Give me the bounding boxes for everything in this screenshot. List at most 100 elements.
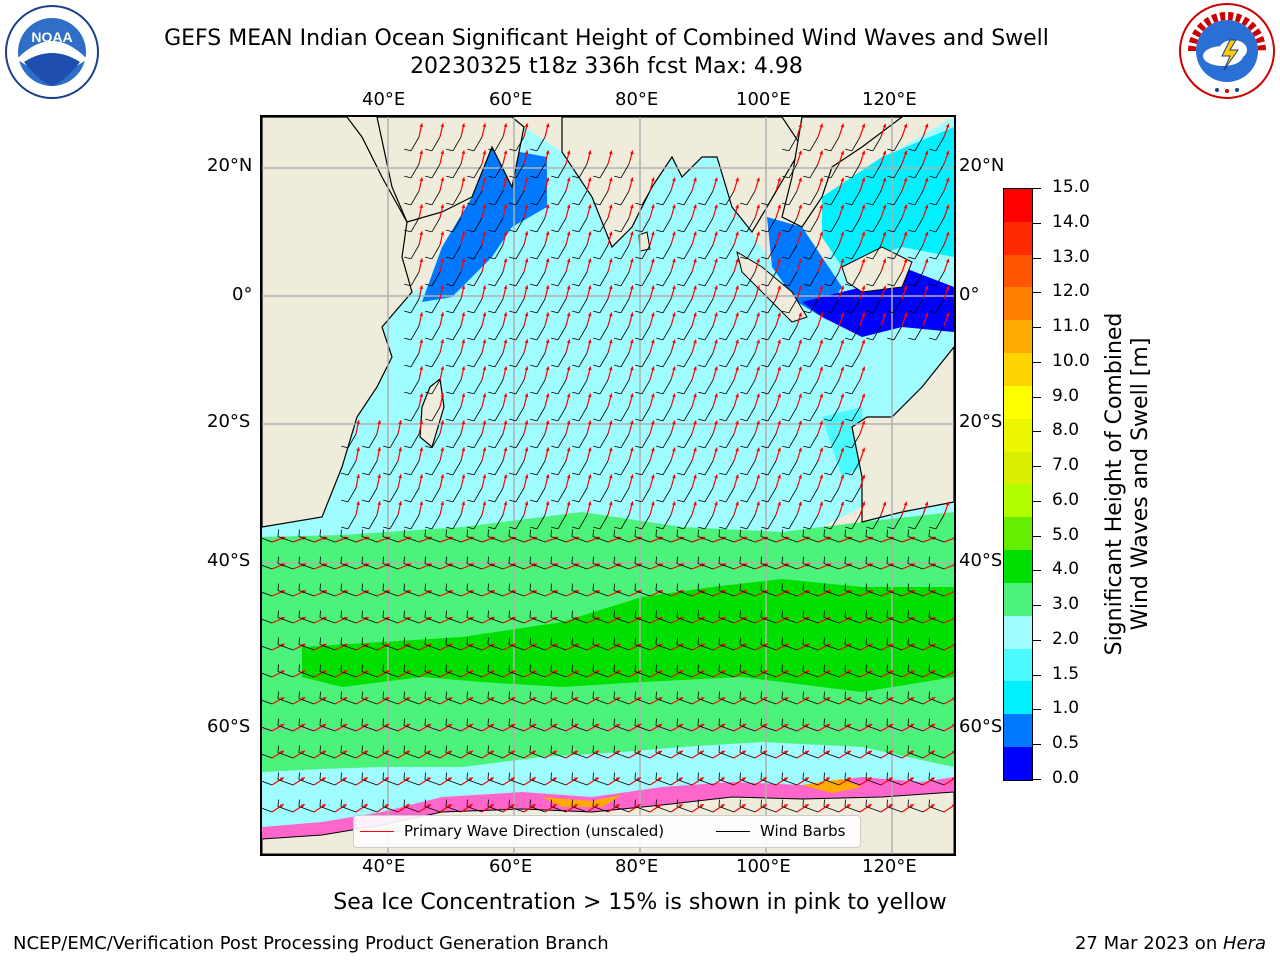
wind-barb-feather xyxy=(467,445,475,449)
wind-barb-feather xyxy=(866,526,874,530)
wind-barb xyxy=(788,406,798,422)
wind-barb-feather xyxy=(844,745,846,753)
vector-glyph xyxy=(697,718,726,732)
vector-glyph xyxy=(466,772,495,786)
vector-glyph xyxy=(782,339,803,368)
vector-glyph xyxy=(677,258,697,287)
wave-arrowhead xyxy=(419,258,424,263)
wind-barb xyxy=(788,298,798,314)
wind-barb-feather xyxy=(865,718,867,726)
wind-barb xyxy=(431,244,441,260)
wind-barb-feather xyxy=(718,772,720,780)
wave-arrowhead xyxy=(573,777,578,781)
vector-glyph xyxy=(467,231,487,260)
colorbar-segment xyxy=(1004,714,1032,748)
wind-barb xyxy=(319,671,336,678)
wind-barb-feather xyxy=(698,418,706,422)
wind-barb xyxy=(529,698,546,705)
colorbar-segment xyxy=(1004,254,1032,288)
wind-barb-feather xyxy=(445,772,447,780)
wave-arrowhead xyxy=(440,474,445,479)
wind-barb-feather xyxy=(634,664,636,672)
wind-barb xyxy=(382,779,399,786)
wind-barb-feather xyxy=(467,229,475,233)
wave-arrowhead xyxy=(714,204,718,209)
wind-barb-feather xyxy=(319,691,321,699)
wave-arrowhead xyxy=(735,231,739,236)
wind-barb-feather xyxy=(403,745,405,753)
vector-glyph xyxy=(262,643,285,651)
wind-barb-feather xyxy=(340,664,342,672)
wave-arrowhead xyxy=(427,724,432,728)
wind-barb-feather xyxy=(613,745,615,753)
wind-barb xyxy=(907,779,924,786)
wave-arrowhead xyxy=(951,804,954,808)
wind-barb xyxy=(872,514,882,530)
vector-glyph xyxy=(467,285,487,314)
wind-barb-feather xyxy=(382,610,384,618)
vector-glyph xyxy=(509,447,529,476)
wind-barb xyxy=(872,244,882,260)
vector-glyph xyxy=(844,691,873,705)
wave-arrowhead xyxy=(756,420,760,425)
wind-barb xyxy=(851,352,861,368)
wind-barb-feather xyxy=(824,202,832,206)
wind-barb xyxy=(620,244,630,260)
colorbar-title-line1: Significant Height of Combined xyxy=(1102,312,1127,656)
wind-barb xyxy=(914,217,924,233)
wind-barb xyxy=(844,806,861,813)
vector-glyph xyxy=(719,285,739,314)
legend-wave-label: Primary Wave Direction (unscaled) xyxy=(404,822,665,840)
vector-glyph xyxy=(277,718,306,732)
vector-glyph xyxy=(572,204,592,233)
vector-glyph xyxy=(781,745,810,759)
wind-barb xyxy=(466,590,483,597)
wind-barb xyxy=(571,536,588,543)
wind-barb xyxy=(872,163,882,179)
wind-barb xyxy=(410,379,420,395)
vector-glyph xyxy=(467,501,487,530)
wind-barb xyxy=(662,244,672,260)
wind-barb-feather xyxy=(781,556,783,564)
vector-glyph xyxy=(865,799,893,813)
wind-barb-feather xyxy=(593,283,601,287)
wind-barb-feather xyxy=(697,637,699,645)
wind-barb xyxy=(571,752,588,759)
map-canvas[interactable] xyxy=(262,117,954,854)
wave-arrowhead xyxy=(693,339,697,344)
wind-barb xyxy=(613,725,630,732)
wind-barb xyxy=(529,590,546,597)
map-panel[interactable] xyxy=(260,115,956,856)
wind-barb-feather xyxy=(698,283,706,287)
top-lon-label: 80°E xyxy=(615,89,659,110)
wind-barb-feather xyxy=(571,772,573,780)
vector-glyph xyxy=(445,772,474,786)
wave-arrowhead xyxy=(321,777,326,781)
wind-barb-feather xyxy=(886,637,888,645)
wave-arrowhead xyxy=(798,177,803,182)
wind-barb-feather xyxy=(298,718,300,726)
wind-barb-feather xyxy=(865,745,867,753)
wind-barb xyxy=(578,379,588,395)
wave-arrowhead xyxy=(363,804,368,808)
wind-barb-feather xyxy=(824,418,832,422)
wind-barb-feather xyxy=(677,283,685,287)
colorbar-tick-mark xyxy=(1033,709,1041,711)
wind-barb-feather xyxy=(908,175,916,179)
wind-barb-feather xyxy=(340,529,342,537)
wind-barb xyxy=(928,752,945,759)
wind-barb xyxy=(487,752,504,759)
wave-arrowhead xyxy=(777,258,781,263)
wave-arrowhead xyxy=(385,643,390,648)
vector-glyph xyxy=(593,474,613,503)
wave-arrowhead xyxy=(952,697,954,701)
wave-arrowhead xyxy=(469,670,474,674)
wind-barb-feather xyxy=(656,364,664,368)
wind-barb xyxy=(515,271,525,287)
wind-barb xyxy=(788,379,798,395)
wind-barb-swatch xyxy=(716,831,750,832)
wind-barb-feather xyxy=(382,664,384,672)
wave-arrowhead xyxy=(552,750,557,755)
vector-glyph xyxy=(782,393,803,422)
wave-arrowhead xyxy=(826,616,831,621)
